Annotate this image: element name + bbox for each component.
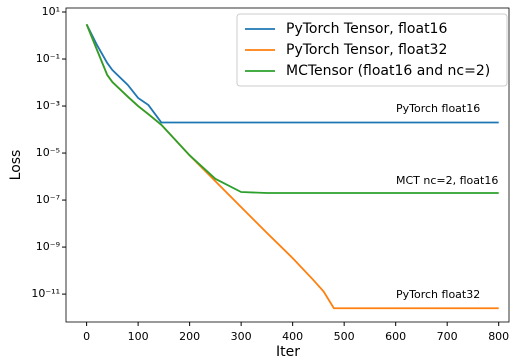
legend-box bbox=[236, 13, 508, 87]
x-tick-label: 100 bbox=[128, 330, 149, 343]
y-tick-label: 10⁻¹ bbox=[36, 52, 60, 65]
y-axis-label: Loss bbox=[8, 150, 24, 181]
line-series bbox=[85, 23, 499, 124]
line-series bbox=[85, 23, 499, 194]
annotation: MCT nc=2, float16 bbox=[396, 174, 498, 187]
x-tick-label: 600 bbox=[385, 330, 406, 343]
x-tick-label: 400 bbox=[282, 330, 303, 343]
x-tick-label: 500 bbox=[334, 330, 355, 343]
x-tick-label: 300 bbox=[231, 330, 252, 343]
legend-label: MCTensor (float16 and nc=2) bbox=[286, 63, 490, 79]
y-tick-label: 10⁻⁵ bbox=[36, 146, 60, 159]
x-tick-label: 800 bbox=[488, 330, 509, 343]
y-tick-label: 10⁻⁹ bbox=[36, 240, 60, 253]
plot-frame bbox=[65, 7, 510, 323]
annotation: PyTorch float16 bbox=[396, 102, 480, 115]
y-tick-label: 10¹ bbox=[42, 5, 60, 18]
x-tick-label: 700 bbox=[437, 330, 458, 343]
y-tick-label: 10⁻³ bbox=[36, 99, 60, 112]
y-tick-label: 10⁻⁷ bbox=[36, 193, 60, 206]
x-tick-label: 200 bbox=[179, 330, 200, 343]
x-axis-label: Iter bbox=[276, 344, 300, 358]
x-tick-label: 0 bbox=[83, 330, 90, 343]
legend-label: PyTorch Tensor, float16 bbox=[286, 21, 447, 37]
annotation: PyTorch float32 bbox=[396, 288, 480, 301]
legend-label: PyTorch Tensor, float32 bbox=[286, 42, 447, 58]
y-tick-label: 10⁻¹¹ bbox=[31, 287, 60, 300]
